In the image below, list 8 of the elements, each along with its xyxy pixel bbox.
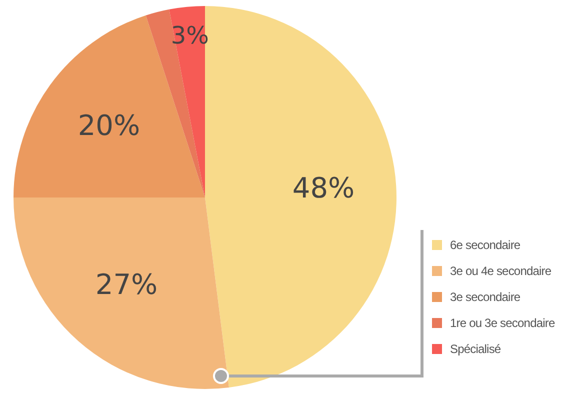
data-label: 27% [95,268,158,301]
legend-label: 1re ou 3e secondaire [450,315,555,332]
data-label: 20% [78,108,140,142]
data-label: 48% [292,171,355,204]
legend-label: 3e ou 4e secondaire [450,263,552,280]
legend-label: Spécialisé [450,341,501,358]
legend-label: 6e secondaire [450,237,520,254]
legend-label: 3e secondaire [450,289,520,306]
